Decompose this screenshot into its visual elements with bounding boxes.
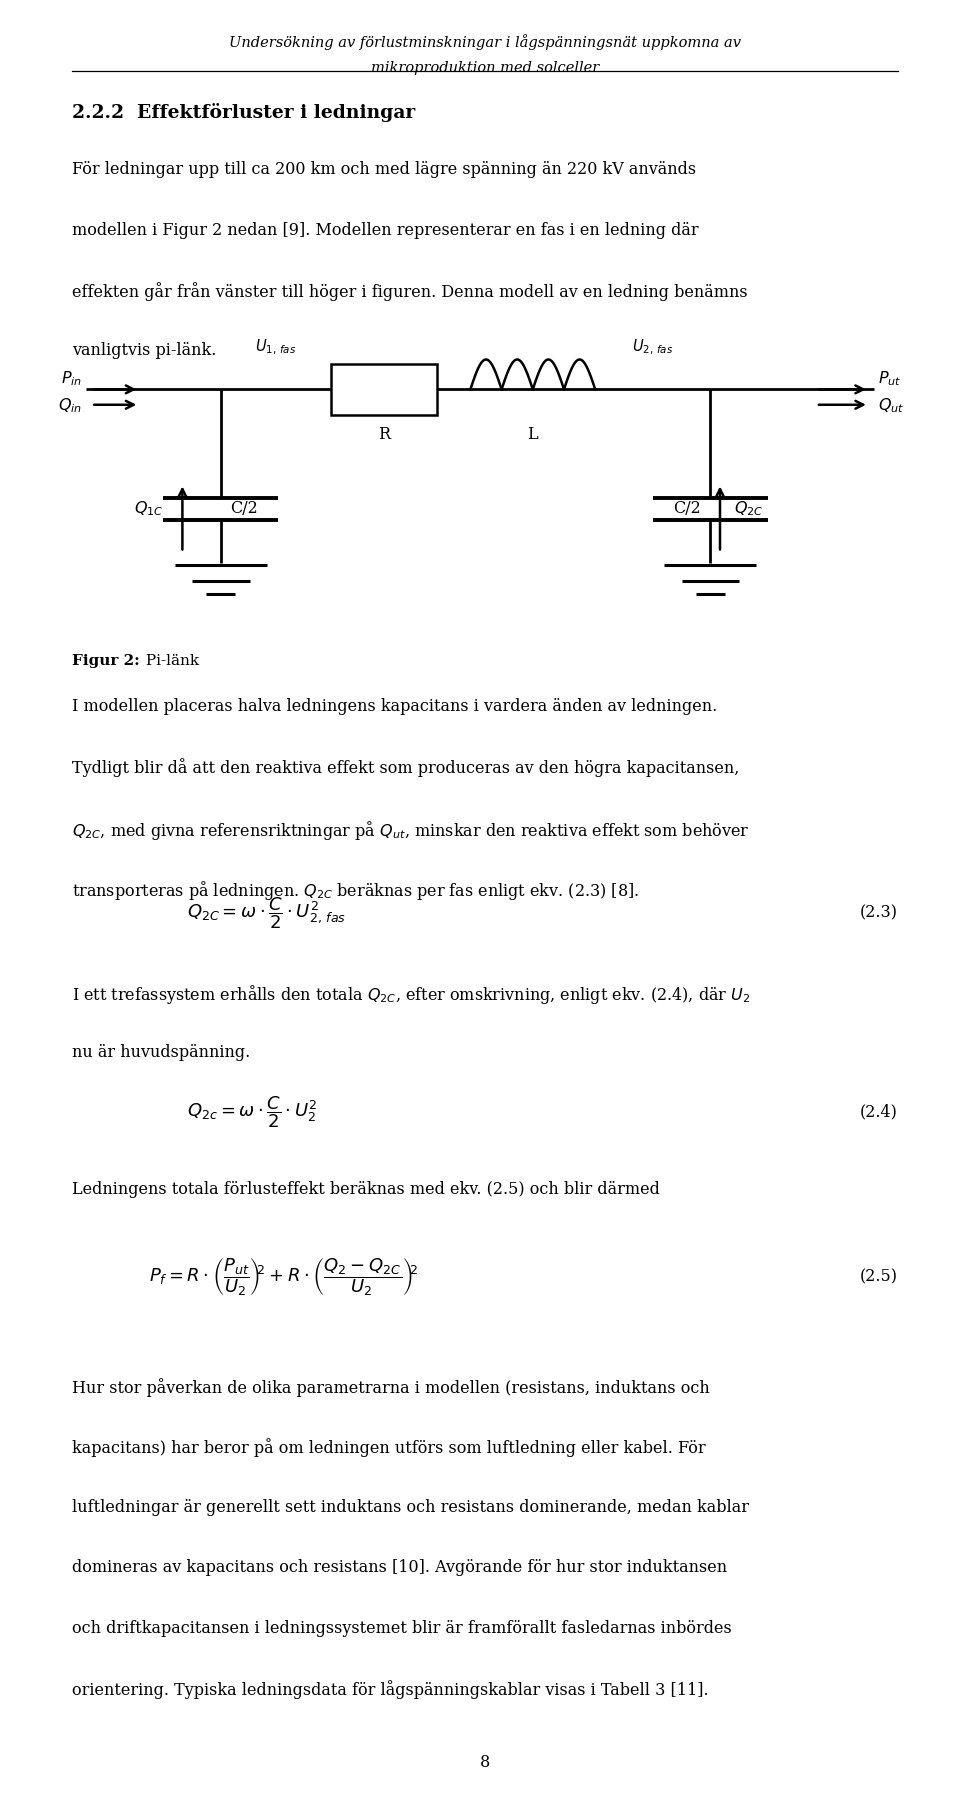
Text: mikroproduktion med solceller: mikroproduktion med solceller <box>371 60 599 74</box>
Text: $P_f = R \cdot \left(\dfrac{P_{ut}}{U_2}\right)^{\!\!2} + R \cdot \left(\dfrac{Q: $P_f = R \cdot \left(\dfrac{P_{ut}}{U_2}… <box>149 1257 418 1297</box>
Text: $Q_{2C}$: $Q_{2C}$ <box>734 500 764 518</box>
Text: transporteras på ledningen. $Q_{2C}$ beräknas per fas enligt ekv. (2.3) [8].: transporteras på ledningen. $Q_{2C}$ ber… <box>72 878 639 902</box>
Text: Tydligt blir då att den reaktiva effekt som produceras av den högra kapacitansen: Tydligt blir då att den reaktiva effekt … <box>72 759 739 777</box>
Text: effekten går från vänster till höger i figuren. Denna modell av en ledning benäm: effekten går från vänster till höger i f… <box>72 283 748 301</box>
Text: (2.3): (2.3) <box>859 904 898 922</box>
Text: $Q_{1C}$: $Q_{1C}$ <box>133 500 163 518</box>
Text: I modellen placeras halva ledningens kapacitans i vardera änden av ledningen.: I modellen placeras halva ledningens kap… <box>72 697 717 715</box>
Text: vanligtvis pi-länk.: vanligtvis pi-länk. <box>72 342 216 359</box>
Text: $U_{2,\,fas}$: $U_{2,\,fas}$ <box>633 337 673 357</box>
Text: 2.2.2  Effektförluster i ledningar: 2.2.2 Effektförluster i ledningar <box>72 103 416 121</box>
Text: I ett trefassystem erhålls den totala $Q_{2C}$, efter omskrivning, enligt ekv. (: I ett trefassystem erhålls den totala $Q… <box>72 983 751 1007</box>
Text: $Q_{2C}$, med givna referensriktningar på $Q_{ut}$, minskar den reaktiva effekt : $Q_{2C}$, med givna referensriktningar p… <box>72 819 750 842</box>
Text: domineras av kapacitans och resistans [10]. Avgörande för hur stor induktansen: domineras av kapacitans och resistans [1… <box>72 1559 727 1576</box>
Text: Figur 2:: Figur 2: <box>72 654 140 668</box>
Text: $U_{1,\,fas}$: $U_{1,\,fas}$ <box>255 337 297 357</box>
Text: $P_{in}$: $P_{in}$ <box>60 369 82 388</box>
Text: och driftkapacitansen i ledningssystemet blir är framförallt fasledarnas inbörde: och driftkapacitansen i ledningssystemet… <box>72 1619 732 1637</box>
Text: Undersökning av förlustminskningar i lågspänningsnät uppkomna av: Undersökning av förlustminskningar i låg… <box>228 34 741 51</box>
Text: 8: 8 <box>480 1755 490 1771</box>
Bar <box>331 364 437 415</box>
Text: Ledningens totala förlusteffekt beräknas med ekv. (2.5) och blir därmed: Ledningens totala förlusteffekt beräknas… <box>72 1181 660 1197</box>
Text: Hur stor påverkan de olika parametrarna i modellen (resistans, induktans och: Hur stor påverkan de olika parametrarna … <box>72 1378 709 1396</box>
Text: modellen i Figur 2 nedan [9]. Modellen representerar en fas i en ledning där: modellen i Figur 2 nedan [9]. Modellen r… <box>72 221 699 239</box>
Text: (2.4): (2.4) <box>860 1103 898 1121</box>
Text: R: R <box>378 426 390 442</box>
Text: $Q_{2c} = \omega \cdot \dfrac{C}{2} \cdot U^2_{2}$: $Q_{2c} = \omega \cdot \dfrac{C}{2} \cdo… <box>187 1094 318 1130</box>
Text: kapacitans) har beror på om ledningen utförs som luftledning eller kabel. För: kapacitans) har beror på om ledningen ut… <box>72 1438 706 1458</box>
Text: $Q_{ut}$: $Q_{ut}$ <box>878 397 904 415</box>
Text: $Q_{in}$: $Q_{in}$ <box>58 397 82 415</box>
Text: luftledningar är generellt sett induktans och resistans dominerande, medan kabla: luftledningar är generellt sett induktan… <box>72 1500 749 1516</box>
Text: För ledningar upp till ca 200 km och med lägre spänning än 220 kV används: För ledningar upp till ca 200 km och med… <box>72 161 696 177</box>
Text: $Q_{2C} = \omega \cdot \dfrac{C}{2} \cdot U^2_{2,\,fas}$: $Q_{2C} = \omega \cdot \dfrac{C}{2} \cdo… <box>187 895 347 931</box>
Text: C/2: C/2 <box>230 500 258 518</box>
Text: Pi-länk: Pi-länk <box>141 654 200 668</box>
Text: (2.5): (2.5) <box>859 1268 898 1286</box>
Text: L: L <box>527 426 539 442</box>
Text: $P_{ut}$: $P_{ut}$ <box>878 369 901 388</box>
Text: nu är huvudspänning.: nu är huvudspänning. <box>72 1043 251 1061</box>
Text: C/2: C/2 <box>673 500 701 518</box>
Text: orientering. Typiska ledningsdata för lågspänningskablar visas i Tabell 3 [11].: orientering. Typiska ledningsdata för lå… <box>72 1681 708 1699</box>
